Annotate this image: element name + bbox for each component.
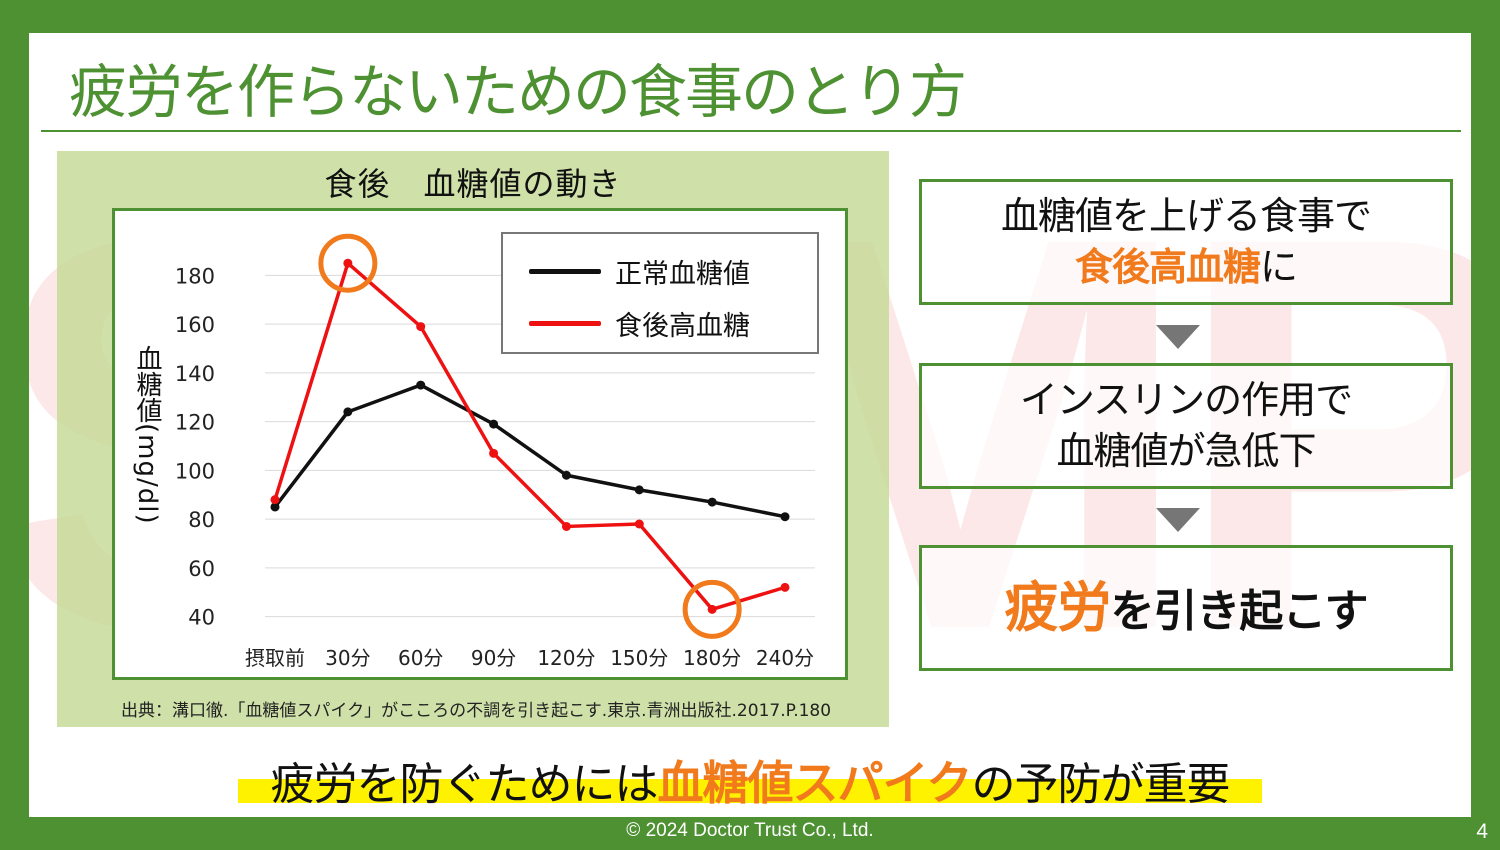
y-tick-label: 160	[175, 313, 215, 337]
slide: SAMPLE 疲労を作らないための食事のとり方 食後 血糖値の動き 406080…	[29, 33, 1471, 817]
flow-step-2-line2: 血糖値が急低下	[1056, 429, 1316, 473]
conclusion-highlight: 血糖値スパイク	[657, 756, 972, 810]
conclusion-suffix: の予防が重要	[971, 759, 1231, 810]
highlight-circle	[318, 233, 378, 293]
y-tick-label: 180	[175, 264, 215, 288]
legend-swatch-high	[529, 321, 601, 326]
chart-frame: 40 60 80 100 120 140 160 180 摂取前 30分 60分 90分 120分 150…	[112, 208, 848, 680]
flow-step-2-line1: インスリンの作用で	[1019, 377, 1353, 422]
x-tick-label: 240分	[756, 646, 814, 670]
y-tick-label: 100	[175, 459, 215, 483]
highlight-circle	[682, 579, 742, 639]
chart-title: 食後 血糖値の動き	[324, 165, 622, 203]
x-tick-label: 90分	[471, 646, 516, 670]
data-point-high	[343, 258, 353, 268]
chart-panel: 食後 血糖値の動き 40 60 80 100 120 140 160 180 摂取前 30分 60分…	[57, 151, 889, 727]
flow-step-1-line2: 食後高血糖に	[1074, 242, 1298, 293]
data-point-high	[489, 448, 499, 458]
page-number: 4	[1476, 820, 1488, 843]
flow-step-1-highlight: 食後高血糖	[1074, 245, 1261, 289]
legend-swatch-normal	[529, 269, 601, 274]
legend-item-normal: 正常血糖値	[529, 252, 750, 291]
x-tick-label: 120分	[537, 646, 595, 670]
data-point-normal	[780, 512, 790, 522]
conclusion-highlight-bar	[238, 779, 1262, 803]
y-axis-label: 血糖値(mg/dl)	[130, 345, 164, 525]
data-point-high	[780, 582, 790, 592]
data-point-high	[707, 604, 717, 614]
chart-source-citation: 出典：溝口徹.「血糖値スパイク」がこころの不調を引き起こす.東京.青洲出版社.2…	[121, 701, 832, 721]
y-axis-label-main: 血糖値	[132, 345, 162, 423]
copyright-footer: © 2024 Doctor Trust Co., Ltd.	[626, 820, 874, 841]
data-point-normal	[416, 380, 426, 390]
blood-glucose-line-chart: 40 60 80 100 120 140 160 180 摂取前 30分 60分 90分 120分 150…	[175, 233, 815, 670]
legend-label-high: 食後高血糖	[615, 311, 750, 342]
data-point-high	[416, 322, 426, 332]
page-title: 疲労を作らないための食事のとり方	[69, 58, 967, 126]
y-axis-label-unit: (mg/dl)	[132, 423, 162, 525]
series-line-high	[273, 261, 786, 612]
conclusion-banner: 疲労を防ぐためには血糖値スパイクの予防が重要	[238, 747, 1262, 810]
flow-step-1: 血糖値を上げる食事で 食後高血糖に	[919, 179, 1453, 305]
flow-step-1-tail: に	[1260, 245, 1298, 289]
flow-step-3-highlight: 疲労	[1004, 575, 1111, 639]
x-tick-label: 摂取前	[245, 646, 305, 670]
chart-legend: 正常血糖値 食後高血糖	[501, 232, 819, 354]
legend-item-high: 食後高血糖	[529, 304, 750, 343]
conclusion-text: 疲労を防ぐためには血糖値スパイクの予防が重要	[238, 747, 1262, 813]
data-point-normal	[270, 502, 280, 512]
conclusion-prefix: 疲労を防ぐためには	[270, 759, 658, 810]
flow-step-1-line1: 血糖値を上げる食事で	[1000, 193, 1372, 238]
x-tick-label: 180分	[683, 646, 741, 670]
series-line-normal	[273, 383, 786, 519]
y-tick-label: 80	[188, 508, 215, 532]
title-divider	[41, 130, 1461, 132]
y-tick-label: 40	[188, 606, 215, 630]
data-point-high	[634, 519, 644, 529]
down-arrow-icon	[1156, 508, 1200, 532]
data-point-high	[561, 521, 571, 531]
data-point-high	[270, 495, 280, 505]
x-tick-label: 30分	[325, 646, 370, 670]
data-point-normal	[489, 419, 499, 429]
x-tick-label: 150分	[610, 646, 668, 670]
data-point-normal	[343, 407, 353, 417]
down-arrow-icon	[1156, 325, 1200, 349]
flow-step-3-line: 疲労を引き起こす	[1004, 572, 1368, 645]
x-tick-label: 60分	[398, 646, 443, 670]
data-point-normal	[634, 485, 644, 495]
y-tick-label: 120	[175, 411, 215, 435]
flow-step-3: 疲労を引き起こす	[919, 545, 1453, 671]
flow-step-3-tail: を引き起こす	[1110, 585, 1368, 637]
y-tick-label: 140	[175, 362, 215, 386]
flow-step-2: インスリンの作用で 血糖値が急低下	[919, 363, 1453, 489]
legend-label-normal: 正常血糖値	[615, 259, 750, 290]
data-point-normal	[561, 470, 571, 480]
data-point-normal	[707, 497, 717, 507]
y-tick-label: 60	[188, 557, 215, 581]
